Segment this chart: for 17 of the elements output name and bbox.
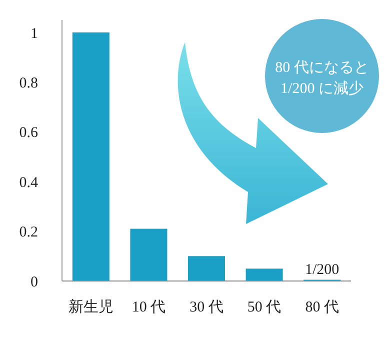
y-tick-label: 0.4 <box>19 174 38 191</box>
x-tick-label: 80 代 <box>305 300 339 316</box>
bar <box>72 32 110 281</box>
bar <box>246 268 283 281</box>
x-tick-label: 新生児 <box>68 298 114 316</box>
data-label: 1/200 <box>305 262 340 278</box>
annotation: 80 代になると 1/200 に減少 <box>275 60 369 97</box>
y-tick-label: 0 <box>30 274 38 290</box>
y-tick-label: 1 <box>30 26 38 42</box>
bar <box>130 228 168 281</box>
y-tick-label: 0.2 <box>19 224 38 241</box>
bar <box>188 256 226 281</box>
x-tick-label: 30 代 <box>190 300 224 316</box>
x-tick-label: 50 代 <box>247 300 282 316</box>
x-tick-label: 10 代 <box>132 300 166 316</box>
y-tick-label: 0.8 <box>19 75 38 92</box>
y-tick-label: 0.6 <box>19 125 38 142</box>
